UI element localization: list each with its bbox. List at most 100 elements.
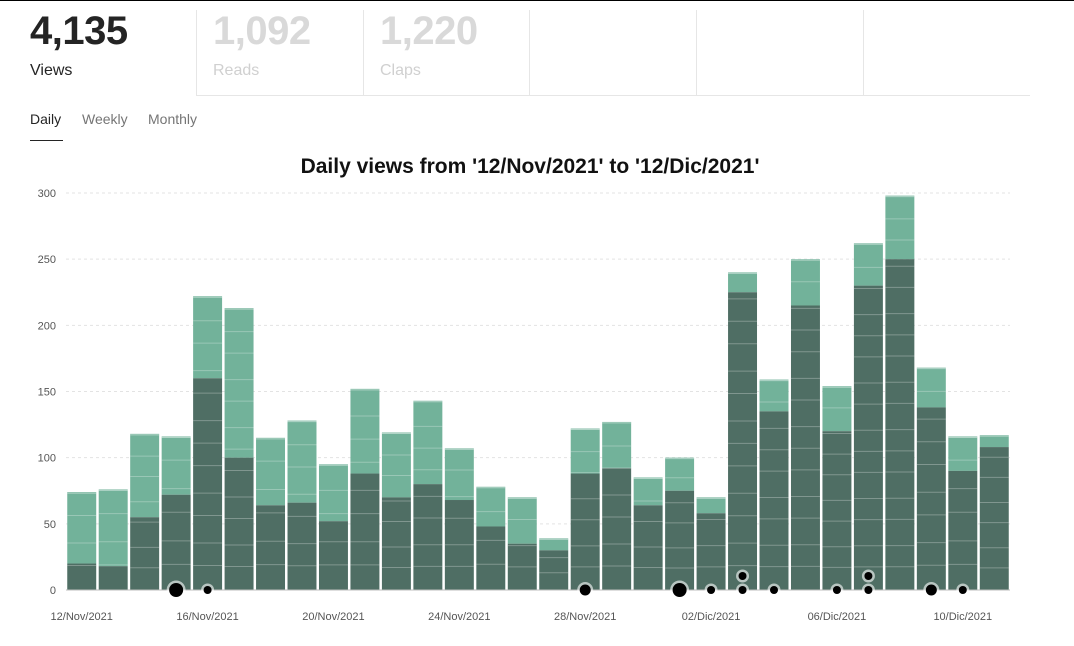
bar-10/Dic/2021[interactable] bbox=[948, 436, 978, 590]
stat-reads-label: Reads bbox=[213, 62, 260, 79]
event-marker[interactable] bbox=[169, 583, 184, 597]
tab-weekly[interactable]: Weekly bbox=[82, 111, 128, 127]
bar-segment-dark bbox=[570, 473, 600, 590]
bar-segment-dark bbox=[507, 543, 537, 590]
bars bbox=[66, 195, 1010, 591]
event-marker[interactable] bbox=[738, 586, 747, 594]
top-border bbox=[0, 0, 1074, 1]
bar-02/Dic/2021[interactable] bbox=[696, 497, 726, 590]
bar-26/Nov/2021[interactable] bbox=[507, 497, 537, 590]
bar-segment-dark bbox=[350, 473, 380, 590]
bar-segment-dark bbox=[67, 563, 97, 590]
bar-19/Nov/2021[interactable] bbox=[287, 420, 317, 590]
event-marker[interactable] bbox=[738, 572, 747, 580]
bar-segment-light bbox=[759, 379, 789, 412]
x-tick-label: 06/Dic/2021 bbox=[808, 611, 867, 623]
bar-segment-light bbox=[790, 259, 820, 306]
bar-03/Dic/2021[interactable] bbox=[728, 272, 758, 590]
bar-28/Nov/2021[interactable] bbox=[570, 428, 600, 590]
event-marker[interactable] bbox=[864, 572, 873, 580]
bar-segment-light bbox=[413, 400, 443, 485]
stat-cell-claps bbox=[363, 10, 530, 96]
bar-segment-dark bbox=[539, 550, 569, 590]
bar-segment-dark bbox=[381, 497, 411, 590]
bar-25/Nov/2021[interactable] bbox=[476, 486, 506, 590]
x-tick-label: 28/Nov/2021 bbox=[554, 611, 616, 623]
daily-views-chart: Daily views from '12/Nov/2021' to '12/Di… bbox=[38, 155, 1010, 623]
stat-claps-value: 1,220 bbox=[380, 9, 478, 53]
bar-segment-dark bbox=[728, 292, 758, 590]
tab-monthly[interactable]: Monthly bbox=[148, 111, 198, 127]
bar-segment-dark bbox=[256, 505, 286, 590]
bar-segment-dark bbox=[633, 505, 663, 590]
bar-22/Nov/2021[interactable] bbox=[381, 432, 411, 590]
y-tick-label: 250 bbox=[38, 254, 56, 266]
x-tick-label: 12/Nov/2021 bbox=[51, 611, 113, 623]
bar-14/Nov/2021[interactable] bbox=[130, 433, 160, 590]
bar-segment-light bbox=[916, 367, 946, 408]
bar-segment-light bbox=[444, 448, 474, 501]
bar-segment-dark bbox=[413, 484, 443, 590]
bar-segment-dark bbox=[759, 411, 789, 590]
event-marker[interactable] bbox=[864, 586, 873, 594]
bar-04/Dic/2021[interactable] bbox=[759, 379, 789, 590]
x-axis: 12/Nov/2021 16/Nov/2021 20/Nov/2021 24/Nov/… bbox=[51, 611, 993, 623]
bar-segment-light bbox=[67, 492, 97, 564]
bar-segment-dark bbox=[224, 457, 254, 590]
bar-18/Nov/2021[interactable] bbox=[256, 437, 286, 590]
tab-daily[interactable]: Daily bbox=[30, 111, 62, 127]
event-marker[interactable] bbox=[672, 583, 687, 597]
x-tick-label: 16/Nov/2021 bbox=[176, 611, 238, 623]
event-marker[interactable] bbox=[707, 586, 716, 594]
bar-20/Nov/2021[interactable] bbox=[318, 464, 348, 590]
event-marker[interactable] bbox=[203, 586, 212, 594]
stat-reads-value: 1,092 bbox=[213, 9, 311, 53]
bar-segment-dark bbox=[161, 494, 191, 590]
stat-views-label: Views bbox=[30, 62, 73, 79]
stat-claps-label: Claps bbox=[380, 62, 421, 79]
bar-29/Nov/2021[interactable] bbox=[602, 421, 632, 590]
bar-21/Nov/2021[interactable] bbox=[350, 388, 380, 590]
stats-row: 4,135 Views 1,092 Reads 1,220 Claps bbox=[30, 0, 1030, 96]
bar-30/Nov/2021[interactable] bbox=[633, 477, 663, 590]
bar-segment-light bbox=[287, 420, 317, 503]
bar-07/Dic/2021[interactable] bbox=[853, 243, 883, 590]
bar-segment-dark bbox=[948, 470, 978, 590]
x-tick-label: 20/Nov/2021 bbox=[302, 611, 364, 623]
y-axis: 0 50 100 150 200 250 300 bbox=[38, 188, 56, 597]
bar-segment-light bbox=[256, 437, 286, 506]
event-marker[interactable] bbox=[925, 584, 937, 596]
bar-segment-light bbox=[728, 272, 758, 293]
event-marker[interactable] bbox=[579, 584, 591, 596]
bar-16/Nov/2021[interactable] bbox=[193, 296, 223, 590]
bar-05/Dic/2021[interactable] bbox=[790, 259, 820, 590]
y-tick-label: 0 bbox=[50, 585, 56, 597]
event-marker[interactable] bbox=[770, 586, 778, 594]
event-marker[interactable] bbox=[832, 586, 841, 594]
event-markers bbox=[166, 569, 970, 600]
bar-24/Nov/2021[interactable] bbox=[444, 448, 474, 590]
y-tick-label: 100 bbox=[38, 453, 56, 465]
bar-23/Nov/2021[interactable] bbox=[413, 400, 443, 590]
x-tick-label: 02/Dic/2021 bbox=[682, 611, 741, 623]
bar-01/Dic/2021[interactable] bbox=[665, 457, 695, 590]
active-tab-underline bbox=[30, 140, 63, 141]
event-marker[interactable] bbox=[958, 586, 967, 594]
bar-segment-dark bbox=[476, 526, 506, 590]
bar-13/Nov/2021[interactable] bbox=[98, 489, 128, 590]
bar-06/Dic/2021[interactable] bbox=[822, 386, 852, 590]
bar-segment-dark bbox=[916, 407, 946, 590]
bar-segment-dark bbox=[979, 447, 1009, 590]
bar-12/Nov/2021[interactable] bbox=[67, 492, 97, 590]
x-tick-label: 24/Nov/2021 bbox=[428, 611, 490, 623]
stat-views-value: 4,135 bbox=[30, 9, 128, 53]
bar-15/Nov/2021[interactable] bbox=[161, 436, 191, 590]
bar-segment-light bbox=[602, 421, 632, 469]
bar-11/Dic/2021[interactable] bbox=[979, 435, 1009, 590]
bar-segment-light bbox=[98, 489, 128, 567]
bar-17/Nov/2021[interactable] bbox=[224, 308, 254, 590]
bar-09/Dic/2021[interactable] bbox=[916, 367, 946, 590]
bar-segment-light bbox=[539, 538, 569, 551]
bar-08/Dic/2021[interactable] bbox=[885, 195, 915, 590]
bar-27/Nov/2021[interactable] bbox=[539, 538, 569, 590]
